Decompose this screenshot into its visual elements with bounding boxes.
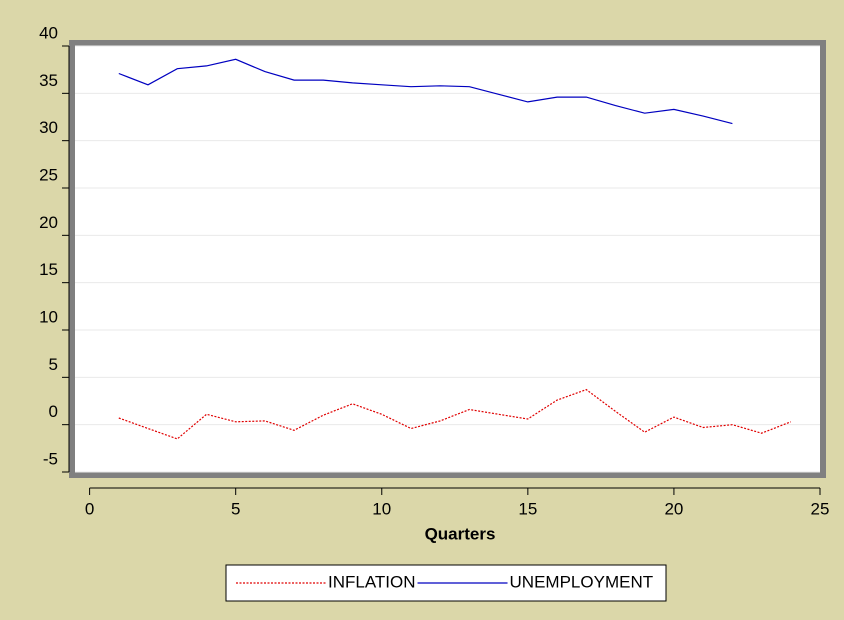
- x-tick-label: 20: [664, 499, 683, 518]
- legend-label: UNEMPLOYMENT: [510, 572, 654, 591]
- y-tick-label: 0: [49, 402, 58, 421]
- y-tick-label: 10: [39, 307, 58, 326]
- y-tick-label: 30: [39, 118, 58, 137]
- series-line: [118, 388, 792, 440]
- legend-label: INFLATION: [328, 572, 416, 591]
- y-tick-label: 40: [39, 23, 58, 42]
- series-line: [118, 58, 733, 125]
- x-tick-label: 25: [811, 499, 830, 518]
- y-tick-label: 5: [49, 355, 58, 374]
- x-tick-label: 15: [518, 499, 537, 518]
- x-tick-label: 5: [231, 499, 240, 518]
- x-tick-label: 0: [85, 499, 94, 518]
- x-axis-label: Quarters: [425, 524, 496, 543]
- y-tick-label: 35: [39, 71, 58, 90]
- y-tick-label: 20: [39, 213, 58, 232]
- plot-area: [75, 46, 820, 472]
- x-tick-label: 10: [372, 499, 391, 518]
- y-tick-label: -5: [43, 449, 58, 468]
- y-tick-label: 25: [39, 165, 58, 184]
- y-tick-label: 15: [39, 260, 58, 279]
